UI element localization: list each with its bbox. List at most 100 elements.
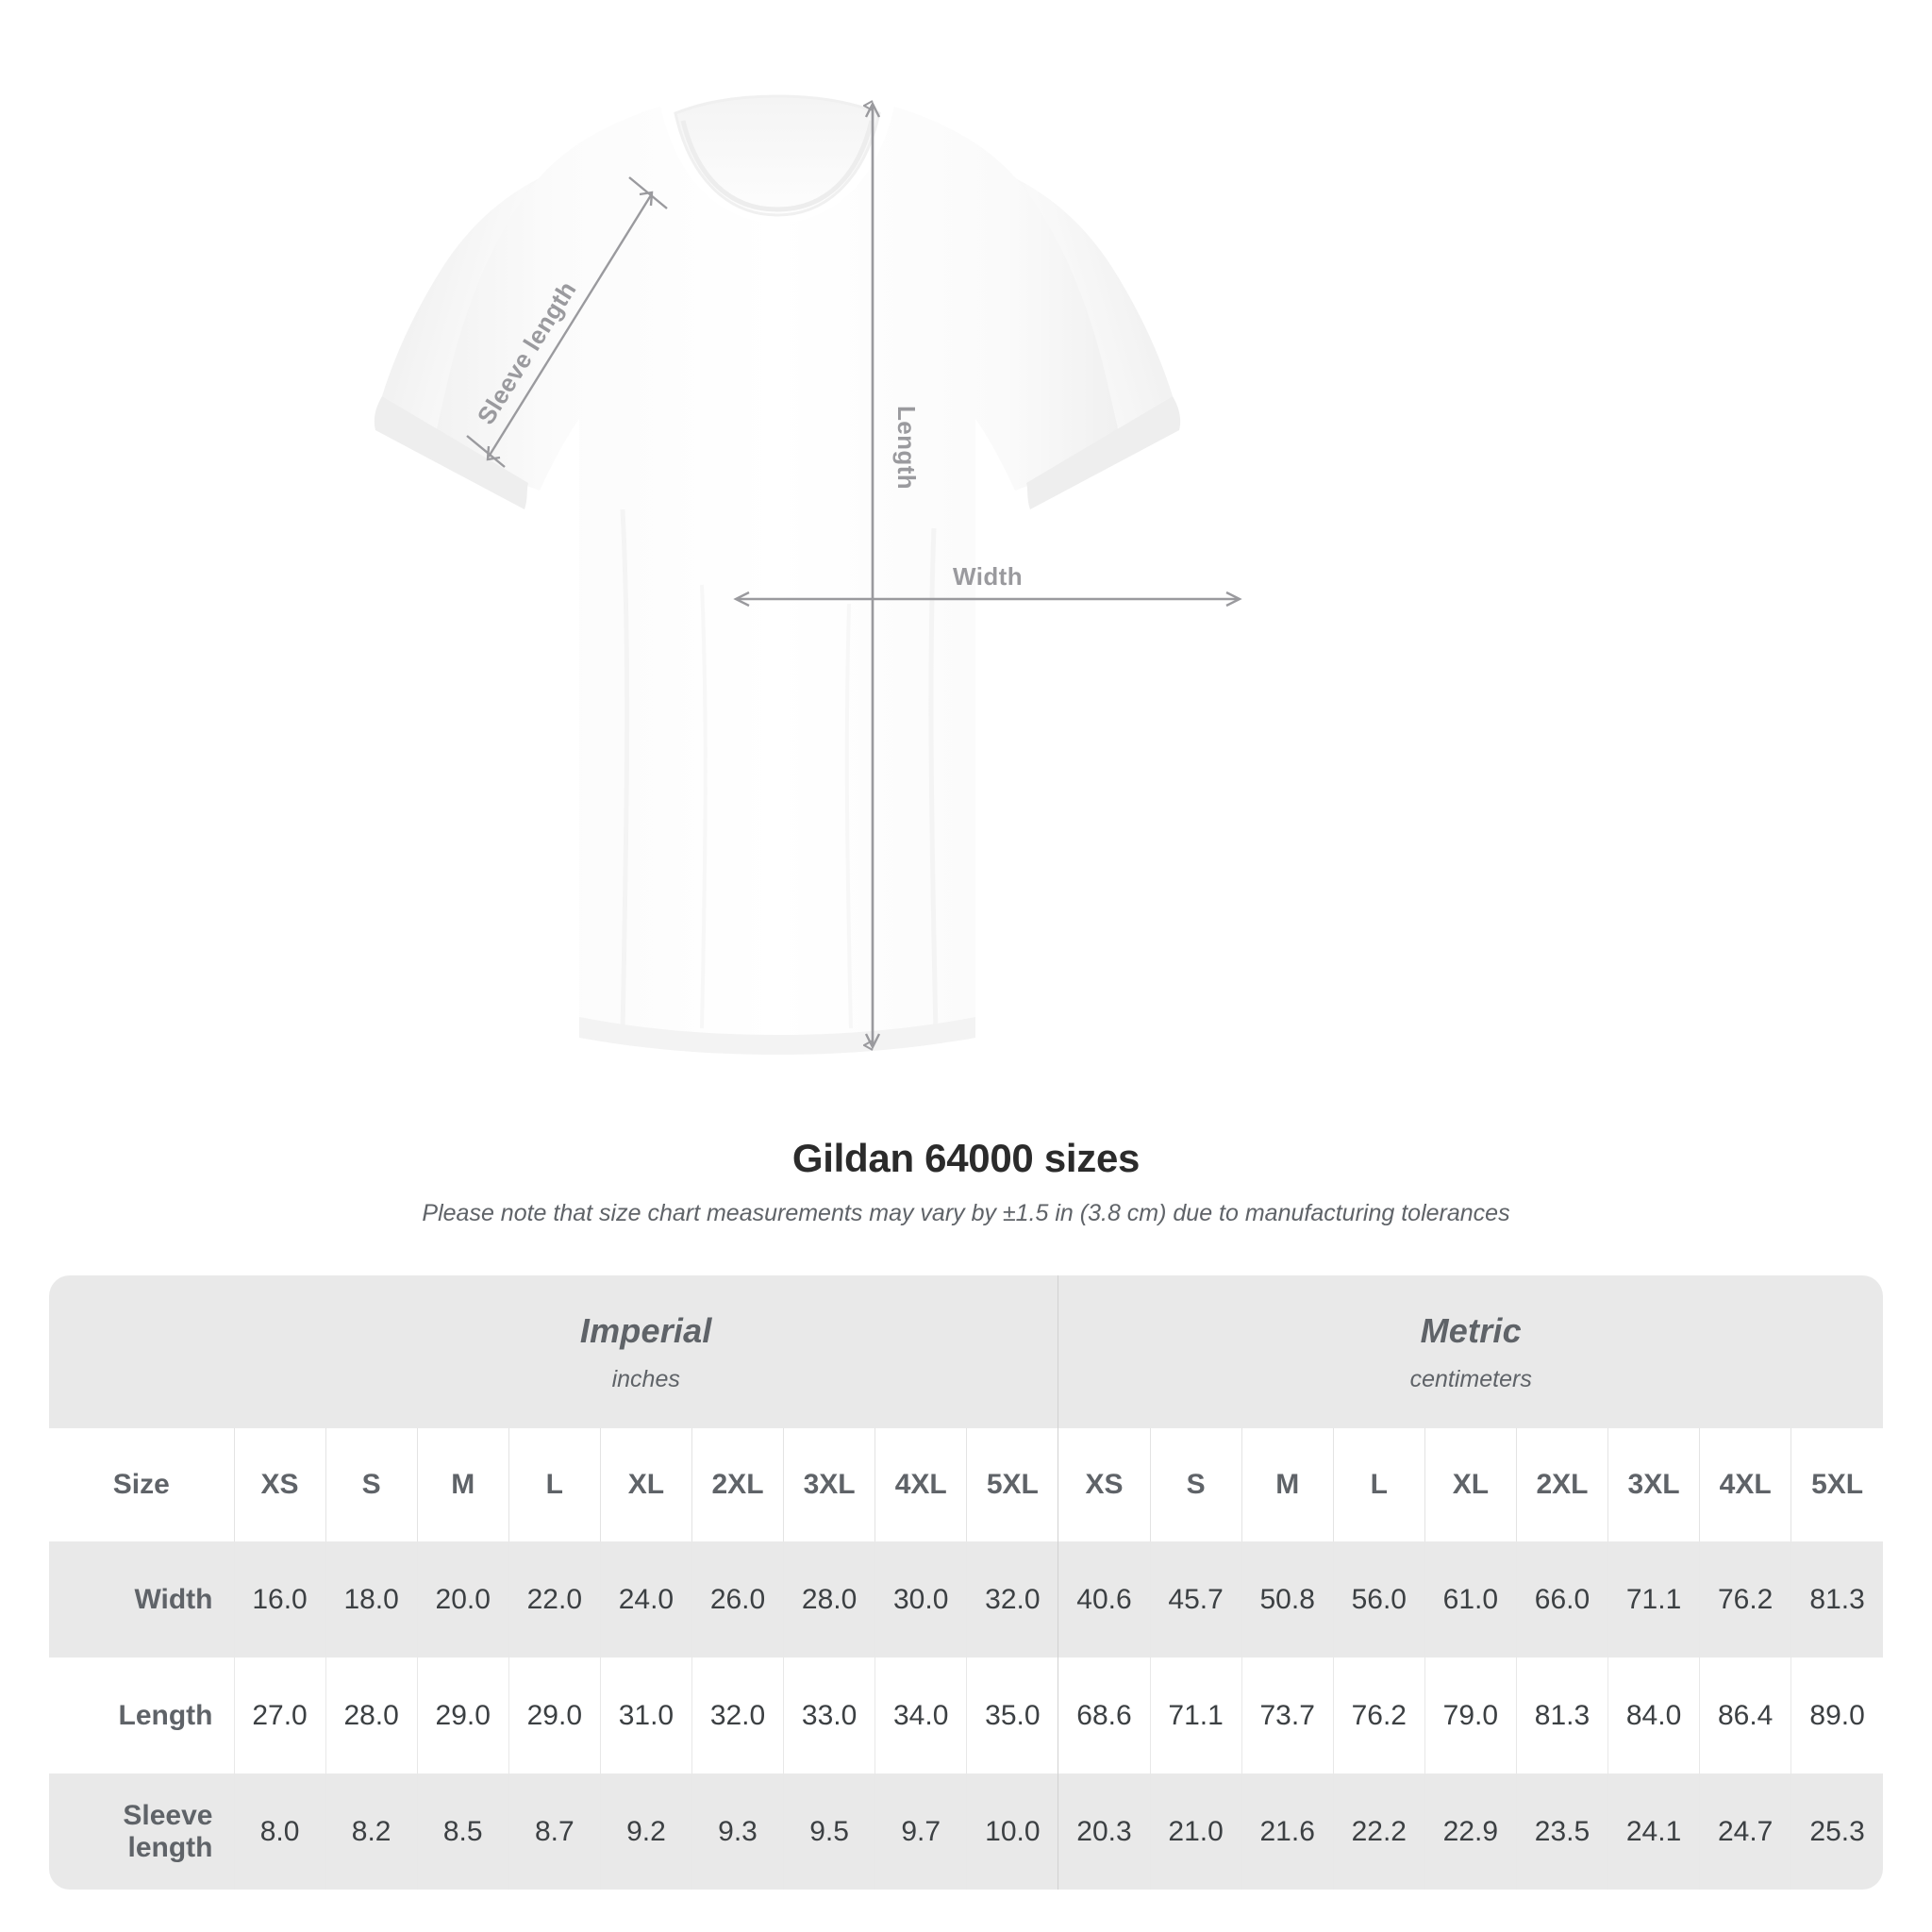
cell-value: 22.9	[1424, 1774, 1517, 1890]
cell-value: 71.1	[1149, 1657, 1242, 1774]
cell-value: 21.6	[1241, 1774, 1334, 1890]
size-header-metric-l: L	[1332, 1428, 1425, 1541]
cell-value: 35.0	[966, 1657, 1058, 1774]
cell-value: 81.3	[1515, 1657, 1608, 1774]
size-header-imperial-l: L	[508, 1428, 601, 1541]
width-guide: Width	[733, 562, 1242, 608]
unit-group-subtitle: centimeters	[1409, 1365, 1532, 1392]
unit-group-name: Metric	[1420, 1310, 1522, 1350]
row-label-length: Length	[49, 1657, 234, 1774]
cell-value: 9.2	[599, 1774, 692, 1890]
cell-value: 68.6	[1058, 1657, 1151, 1774]
size-header-imperial-s: S	[325, 1428, 418, 1541]
cell-value: 73.7	[1241, 1657, 1334, 1774]
size-header-imperial-3xl: 3XL	[783, 1428, 875, 1541]
cell-value: 29.0	[508, 1657, 601, 1774]
size-header-metric-2xl: 2XL	[1515, 1428, 1608, 1541]
cell-value: 9.5	[783, 1774, 875, 1890]
unit-group-metric: Metric centimeters	[1058, 1275, 1883, 1428]
cell-value: 28.0	[783, 1541, 875, 1657]
cell-value: 29.0	[416, 1657, 509, 1774]
unit-group-imperial: Imperial inches	[234, 1275, 1058, 1428]
length-label: Length	[892, 406, 921, 490]
cell-value: 24.1	[1607, 1774, 1700, 1890]
cell-value: 24.7	[1699, 1774, 1791, 1890]
cell-value: 8.5	[416, 1774, 509, 1890]
cell-value: 20.0	[416, 1541, 509, 1657]
length-guide: Length	[866, 104, 921, 1047]
cell-value: 26.0	[691, 1541, 784, 1657]
cell-value: 56.0	[1332, 1541, 1425, 1657]
size-header-imperial-m: M	[416, 1428, 509, 1541]
cell-value: 16.0	[233, 1541, 326, 1657]
cell-value: 23.5	[1515, 1774, 1608, 1890]
cell-value: 81.3	[1790, 1541, 1883, 1657]
table-row: Sleeve length 8.0 8.2 8.5 8.7 9.2 9.3 9.5 9.7 10.…	[49, 1774, 1883, 1890]
cell-value: 8.2	[325, 1774, 418, 1890]
cell-value: 50.8	[1241, 1541, 1334, 1657]
cell-value: 10.0	[966, 1774, 1058, 1890]
cell-value: 71.1	[1607, 1541, 1700, 1657]
tshirt-graphic	[374, 85, 1181, 1055]
size-header-imperial-xl: XL	[599, 1428, 692, 1541]
cell-value: 28.0	[325, 1657, 418, 1774]
size-header-metric-s: S	[1149, 1428, 1242, 1541]
size-header-label: Size	[49, 1428, 234, 1541]
size-header-metric-xl: XL	[1424, 1428, 1517, 1541]
cell-value: 9.7	[874, 1774, 967, 1890]
cell-value: 76.2	[1332, 1657, 1425, 1774]
row-label-sleeve-length: Sleeve length	[49, 1774, 234, 1890]
size-header-metric-5xl: 5XL	[1790, 1428, 1883, 1541]
cell-value: 9.3	[691, 1774, 784, 1890]
cell-value: 22.0	[508, 1541, 601, 1657]
cell-value: 33.0	[783, 1657, 875, 1774]
unit-group-name: Imperial	[579, 1310, 712, 1350]
cell-value: 21.0	[1149, 1774, 1242, 1890]
size-header-imperial-5xl: 5XL	[966, 1428, 1058, 1541]
cell-value: 25.3	[1790, 1774, 1883, 1890]
size-header-imperial-2xl: 2XL	[691, 1428, 784, 1541]
chart-title-block: Gildan 64000 sizes Please note that size…	[0, 1136, 1932, 1227]
table-row: Length 27.0 28.0 29.0 29.0 31.0 32.0 33.0 34.0 35…	[49, 1657, 1883, 1774]
cell-value: 79.0	[1424, 1657, 1517, 1774]
cell-value: 45.7	[1149, 1541, 1242, 1657]
cell-value: 89.0	[1790, 1657, 1883, 1774]
size-header-imperial-4xl: 4XL	[874, 1428, 967, 1541]
unit-group-subtitle: inches	[611, 1365, 680, 1392]
size-header-row: Size XS S M L XL 2XL 3XL 4XL 5XL XS S M L XL 2XL 3XL 4XL 5…	[49, 1428, 1883, 1541]
cell-value: 66.0	[1515, 1541, 1608, 1657]
cell-value: 32.0	[691, 1657, 784, 1774]
cell-value: 76.2	[1699, 1541, 1791, 1657]
unit-banner-row: Imperial inches Metric centimeters	[49, 1275, 1883, 1428]
cell-value: 32.0	[966, 1541, 1058, 1657]
cell-value: 31.0	[599, 1657, 692, 1774]
cell-value: 27.0	[233, 1657, 326, 1774]
size-header-metric-4xl: 4XL	[1699, 1428, 1791, 1541]
table-row: Width 16.0 18.0 20.0 22.0 24.0 26.0 28.0 30.0 32.…	[49, 1541, 1883, 1657]
tshirt-illustration: Length Width Sleeve length	[374, 85, 1242, 1055]
cell-value: 34.0	[874, 1657, 967, 1774]
row-label-width: Width	[49, 1541, 234, 1657]
page-title: Gildan 64000 sizes	[791, 1136, 1141, 1180]
size-table: Imperial inches Metric centimeters Size XS S M L…	[49, 1275, 1883, 1890]
cell-value: 18.0	[325, 1541, 418, 1657]
cell-value: 61.0	[1424, 1541, 1517, 1657]
cell-value: 40.6	[1058, 1541, 1151, 1657]
size-header-metric-3xl: 3XL	[1607, 1428, 1700, 1541]
cell-value: 84.0	[1607, 1657, 1700, 1774]
size-header-imperial-xs: XS	[233, 1428, 326, 1541]
cell-value: 30.0	[874, 1541, 967, 1657]
size-table-wrapper: Imperial inches Metric centimeters Size XS S M L…	[49, 1275, 1883, 1890]
cell-value: 20.3	[1058, 1774, 1151, 1890]
tolerance-note: Please note that size chart measurements…	[422, 1200, 1510, 1227]
width-label: Width	[953, 562, 1023, 591]
unit-banner-corner	[49, 1275, 234, 1428]
cell-value: 8.0	[233, 1774, 326, 1890]
cell-value: 86.4	[1699, 1657, 1791, 1774]
cell-value: 8.7	[508, 1774, 601, 1890]
cell-value: 22.2	[1332, 1774, 1425, 1890]
cell-value: 24.0	[599, 1541, 692, 1657]
size-header-metric-xs: XS	[1058, 1428, 1151, 1541]
size-header-metric-m: M	[1241, 1428, 1334, 1541]
